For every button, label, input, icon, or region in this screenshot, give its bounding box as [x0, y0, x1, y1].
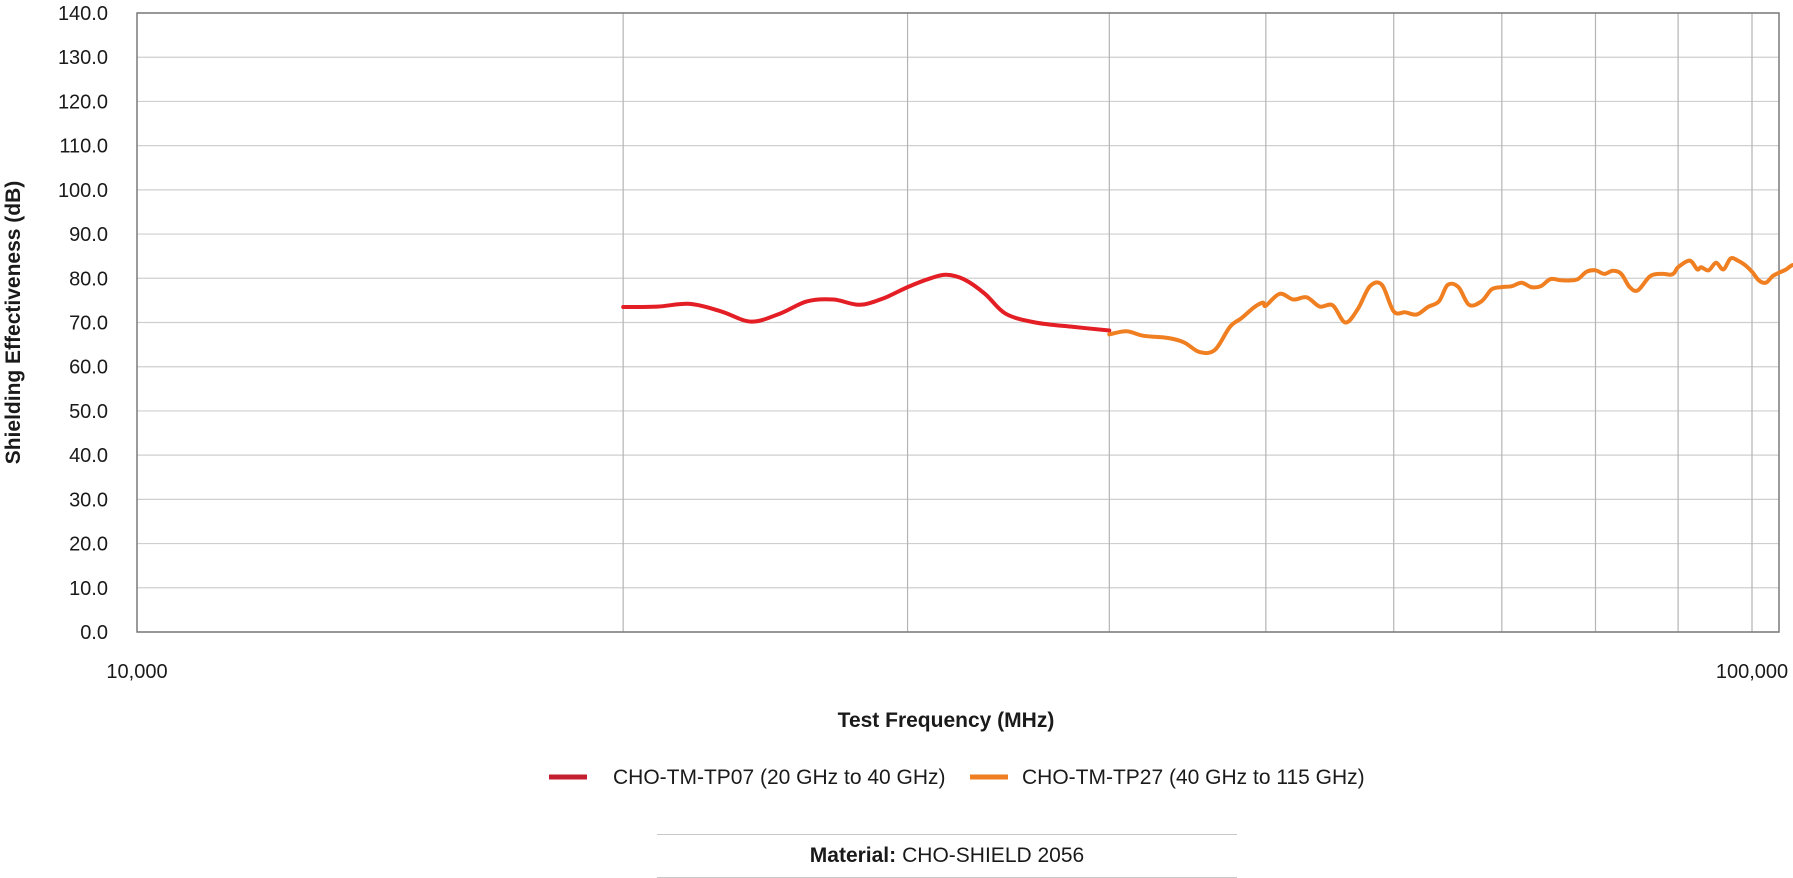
x-axis-title: Test Frequency (MHz): [838, 709, 1055, 732]
y-tick-label: 50.0: [69, 401, 108, 423]
legend-label-1: CHO-TM-TP07 (20 GHz to 40 GHz): [613, 766, 946, 789]
y-tick-label: 100.0: [58, 180, 108, 202]
x-tick-label: 100,000: [1716, 661, 1788, 683]
y-tick-label: 120.0: [58, 91, 108, 113]
y-gridlines: [137, 12, 1779, 633]
y-axis-title: Shielding Effectiveness (dB): [2, 181, 25, 465]
y-tick-label: 80.0: [69, 268, 108, 290]
legend: CHO-TM-TP07 (20 GHz to 40 GHz) CHO-TM-TP2…: [549, 766, 1365, 789]
y-tick-labels: 0.0 10.0 20.0 30.0 40.0 50.0 60.0 70.0 80.0 90.0 1…: [58, 3, 108, 644]
y-tick-label: 130.0: [58, 47, 108, 69]
x-gridlines: [622, 13, 1753, 632]
series-line-2: [1107, 255, 1793, 356]
material-value: CHO-SHIELD 2056: [902, 844, 1085, 867]
y-tick-label: 90.0: [69, 224, 108, 246]
series-layer: [621, 255, 1793, 356]
x-tick-labels: 10,000 100,000: [106, 661, 1788, 683]
y-tick-label: 10.0: [69, 578, 108, 600]
plot-area-frame: [136, 12, 1780, 633]
y-tick-label: 40.0: [69, 445, 108, 467]
material-label: Material:: [809, 844, 897, 867]
y-tick-label: 20.0: [69, 534, 108, 556]
x-tick-label: 10,000: [106, 661, 167, 683]
y-tick-label: 140.0: [58, 3, 108, 25]
y-tick-label: 110.0: [59, 136, 108, 158]
y-tick-label: 60.0: [69, 357, 108, 379]
y-tick-label: 30.0: [69, 489, 108, 511]
series-line-1: [621, 272, 1112, 333]
y-tick-label: 0.0: [80, 622, 108, 644]
legend-label-2: CHO-TM-TP27 (40 GHz to 115 GHz): [1022, 766, 1365, 789]
material-caption: Material: CHO-SHIELD 2056: [657, 834, 1237, 878]
y-tick-label: 70.0: [69, 313, 108, 335]
